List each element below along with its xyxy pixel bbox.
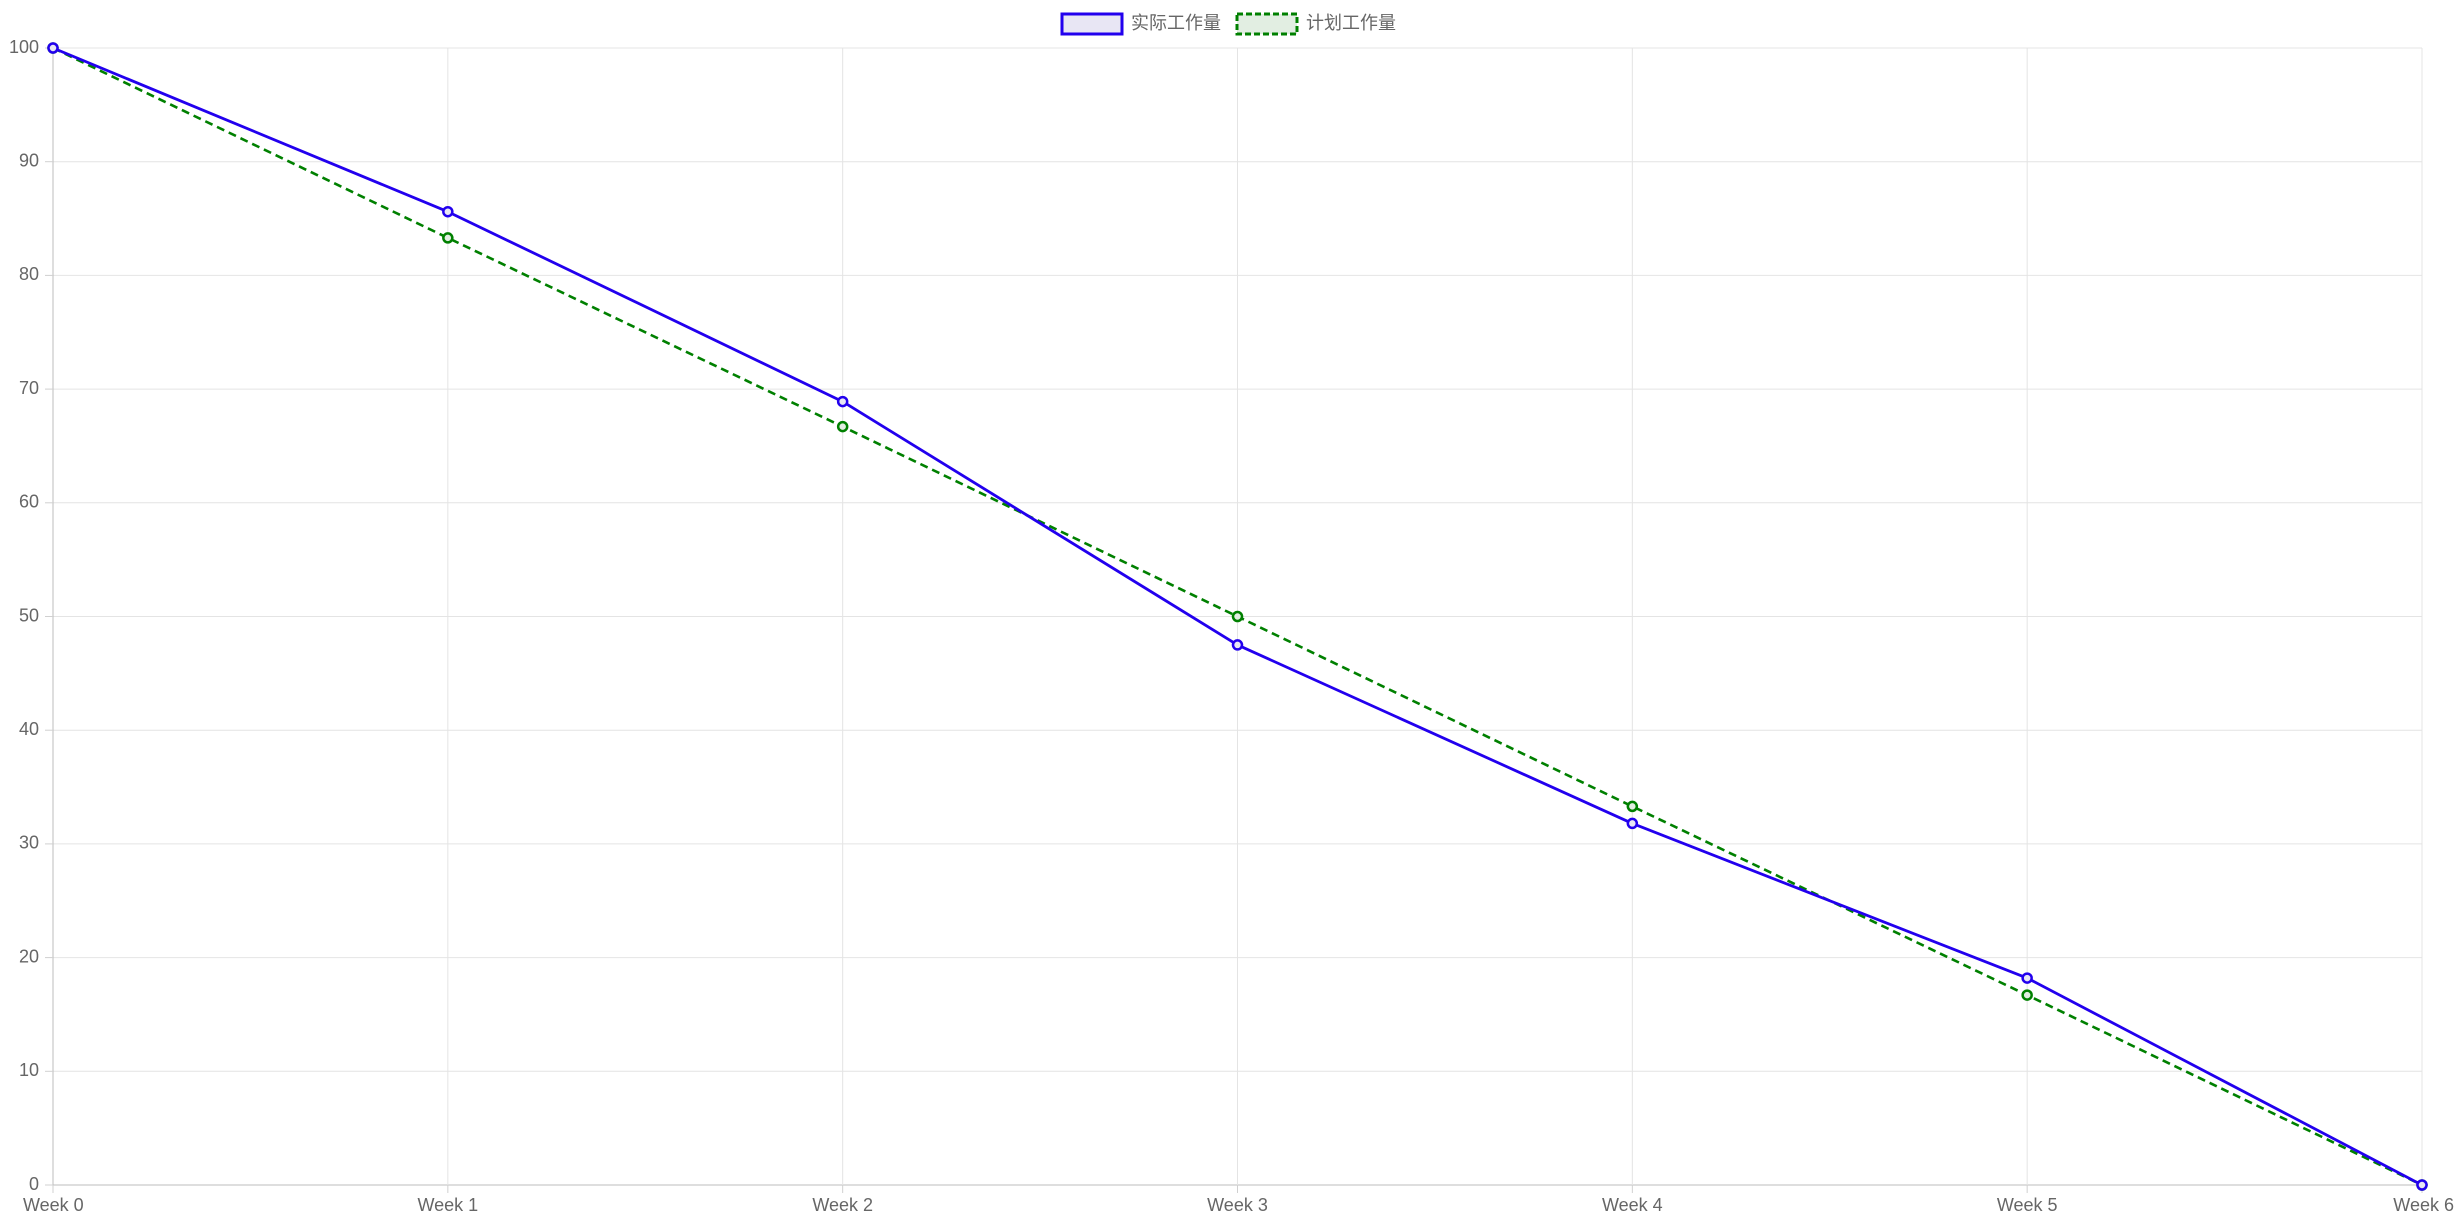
data-point-s2-1 (442, 232, 454, 244)
legend-label-1: 实际工作量 (1131, 13, 1221, 33)
legend-swatch-1 (1060, 12, 1124, 36)
x-tick-label: Week 3 (1207, 1195, 1268, 1215)
data-point-s1-2 (836, 395, 849, 408)
data-point-s1-0 (47, 42, 59, 54)
data-point-s2-4 (1626, 800, 1639, 813)
y-tick-label: 80 (19, 264, 39, 284)
y-tick-label: 60 (19, 492, 39, 512)
data-point-s2-2 (836, 420, 849, 433)
y-tick-label: 40 (19, 719, 39, 739)
y-tick-label: 100 (9, 37, 39, 57)
legend-label-2: 计划工作量 (1306, 13, 1396, 33)
data-point-s1-6 (2416, 1179, 2428, 1191)
legend[interactable]: 实际工作量 计划工作量 (1060, 12, 1396, 36)
y-tick-label: 50 (19, 605, 39, 625)
legend-item-2[interactable]: 计划工作量 (1235, 12, 1396, 36)
axes: 0 10 20 30 40 50 60 70 80 90 100 Week 0 Week 1 Week 2… (9, 37, 2454, 1215)
x-tick-label: Week 1 (417, 1195, 478, 1215)
y-tick-label: 90 (19, 150, 39, 170)
x-tick-label: Week 2 (812, 1195, 873, 1215)
series (47, 42, 2428, 1191)
legend-swatch-2 (1235, 12, 1299, 36)
x-tick-label: Week 4 (1602, 1195, 1663, 1215)
data-point-s1-3 (1231, 639, 1244, 651)
legend-item-1[interactable]: 实际工作量 (1060, 12, 1221, 36)
y-tick-label: 70 (19, 378, 39, 398)
x-tick-label: Week 0 (23, 1195, 84, 1215)
y-tick-label: 10 (19, 1060, 39, 1080)
data-point-s1-5 (2021, 972, 2033, 984)
x-tick-label: Week 5 (1997, 1195, 2058, 1215)
y-tick-label: 30 (19, 833, 39, 853)
data-point-s2-5 (2021, 989, 2033, 1001)
data-point-s1-1 (442, 205, 454, 218)
y-tick-label: 0 (29, 1174, 39, 1194)
data-point-s2-3 (1231, 610, 1244, 623)
y-tick-label: 20 (19, 946, 39, 966)
x-tick-label: Week 6 (2393, 1195, 2454, 1215)
data-point-s1-4 (1626, 817, 1639, 830)
